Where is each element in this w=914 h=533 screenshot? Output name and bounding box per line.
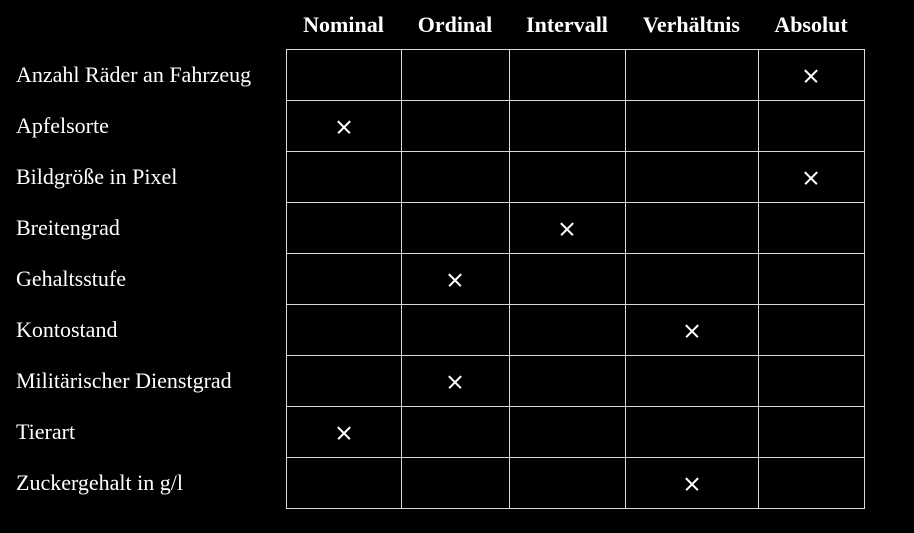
table-cell-nominal	[285, 151, 402, 203]
table-cell-intervall	[508, 304, 626, 356]
table-cell-verhältnis	[624, 406, 759, 458]
table-cell-verhältnis	[624, 457, 759, 509]
cross-mark-icon	[686, 325, 698, 337]
table-cell-intervall	[508, 406, 626, 458]
table-cell-ordinal	[400, 100, 510, 152]
cross-mark-icon	[449, 376, 461, 388]
table-cell-ordinal	[400, 457, 510, 509]
table-cell-nominal	[285, 202, 402, 254]
table-cell-ordinal	[400, 151, 510, 203]
row-label: Apfelsorte	[16, 113, 109, 138]
table-cell-verhältnis	[624, 355, 759, 407]
table-cell-nominal	[285, 406, 402, 458]
cross-mark-icon	[686, 478, 698, 490]
column-header-intervall: Intervall	[526, 11, 608, 37]
table-row: Tierart	[0, 406, 865, 458]
cross-mark-icon	[338, 121, 350, 133]
column-header-nominal: Nominal	[303, 11, 384, 37]
table-cell-verhältnis	[624, 151, 759, 203]
table-cell-nominal	[285, 457, 402, 509]
table-cell-ordinal	[400, 49, 510, 101]
row-label: Militärischer Dienstgrad	[16, 368, 232, 393]
table-row: Breitengrad	[0, 202, 865, 254]
table-cell-nominal	[285, 100, 402, 152]
row-label: Gehaltsstufe	[16, 266, 126, 291]
table-cell-intervall	[508, 253, 626, 305]
table-cell-nominal	[285, 355, 402, 407]
table-cell-absolut	[757, 304, 865, 356]
table-cell-nominal	[285, 253, 402, 305]
header-row: Nominal Ordinal Intervall Verhältnis Abs…	[0, 0, 864, 50]
table-row: Apfelsorte	[0, 100, 865, 152]
table-row: Zuckergehalt in g/l	[0, 457, 865, 509]
table-cell-intervall	[508, 100, 626, 152]
table-cell-absolut	[757, 253, 865, 305]
table-cell-verhältnis	[624, 100, 759, 152]
row-label: Breitengrad	[16, 215, 120, 240]
table-cell-ordinal	[400, 304, 510, 356]
cross-mark-icon	[805, 70, 817, 82]
table-cell-nominal	[285, 49, 402, 101]
row-label: Kontostand	[16, 317, 118, 342]
column-header-verhaeltnis: Verhältnis	[643, 11, 740, 37]
table-cell-intervall	[508, 49, 626, 101]
cross-mark-icon	[561, 223, 573, 235]
table-cell-intervall	[508, 151, 626, 203]
table-cell-nominal	[285, 304, 402, 356]
table-cell-absolut	[757, 49, 865, 101]
table-cell-ordinal	[400, 355, 510, 407]
corner-cell	[0, 0, 286, 50]
table-cell-intervall	[508, 202, 626, 254]
table-cell-absolut	[757, 406, 865, 458]
scale-classification-table: Nominal Ordinal Intervall Verhältnis Abs…	[0, 0, 865, 509]
row-label: Anzahl Räder an Fahrzeug	[16, 62, 252, 87]
table-cell-ordinal	[400, 253, 510, 305]
cross-mark-icon	[805, 172, 817, 184]
table-cell-verhältnis	[624, 253, 759, 305]
row-label: Zuckergehalt in g/l	[16, 470, 183, 495]
table-cell-verhältnis	[624, 49, 759, 101]
table-row: Bildgröße in Pixel	[0, 151, 865, 203]
table-body: Anzahl Räder an Fahrzeug Apfelsorte Bildgr…	[0, 49, 865, 509]
table-cell-absolut	[757, 457, 865, 509]
table-row: Kontostand	[0, 304, 865, 356]
table-row: Militärischer Dienstgrad	[0, 355, 865, 407]
row-label: Bildgröße in Pixel	[16, 164, 178, 189]
table-cell-verhältnis	[624, 304, 759, 356]
table-cell-absolut	[757, 202, 865, 254]
table-cell-absolut	[757, 355, 865, 407]
table-cell-intervall	[508, 355, 626, 407]
table-cell-verhältnis	[624, 202, 759, 254]
cross-mark-icon	[338, 427, 350, 439]
table-cell-absolut	[757, 151, 865, 203]
table-row: Anzahl Räder an Fahrzeug	[0, 49, 865, 101]
table-row: Gehaltsstufe	[0, 253, 865, 305]
table-cell-intervall	[508, 457, 626, 509]
table-cell-ordinal	[400, 406, 510, 458]
table-cell-ordinal	[400, 202, 510, 254]
column-header-ordinal: Ordinal	[417, 11, 493, 37]
row-label: Tierart	[16, 419, 76, 444]
column-header-absolut: Absolut	[774, 11, 848, 37]
table-cell-absolut	[757, 100, 865, 152]
cross-mark-icon	[449, 274, 461, 286]
